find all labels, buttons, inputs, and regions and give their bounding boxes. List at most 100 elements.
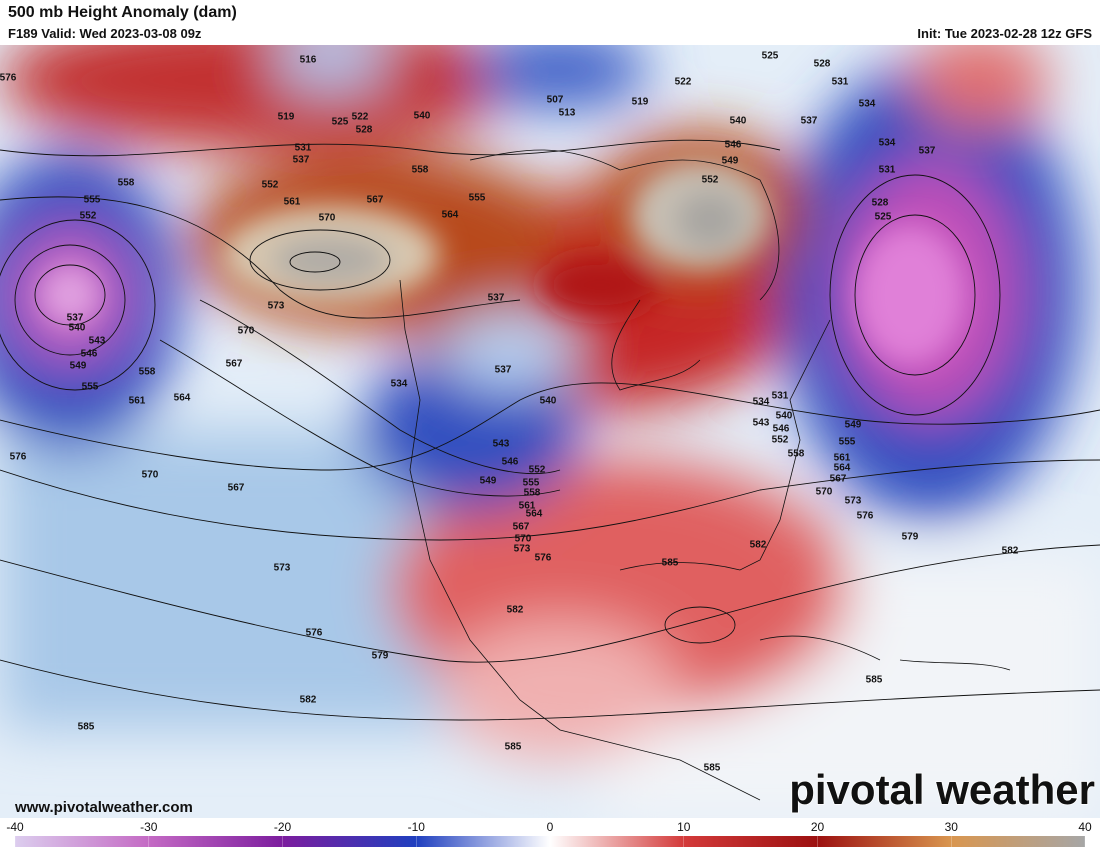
contour-label: 513 <box>559 108 576 119</box>
contour-label: 576 <box>535 553 552 564</box>
contour-label: 579 <box>902 532 919 543</box>
colorbar-tick-label: -10 <box>408 820 426 834</box>
contour-label: 567 <box>513 522 530 533</box>
contour-label: 567 <box>228 483 245 494</box>
contour-label: 549 <box>480 476 497 487</box>
contour-label: 555 <box>84 195 101 206</box>
contour-label: 585 <box>866 675 883 686</box>
contour-label: 540 <box>776 411 793 422</box>
valid-time: F189 Valid: Wed 2023-03-08 09z <box>8 26 202 41</box>
contour-label: 534 <box>391 379 408 390</box>
contour-label: 567 <box>367 195 384 206</box>
contour-label: 534 <box>859 99 876 110</box>
contour-label: 561 <box>284 197 301 208</box>
site-url: www.pivotalweather.com <box>14 799 193 816</box>
height-contours <box>0 139 1100 721</box>
contour-label: 555 <box>839 437 856 448</box>
contour-label: 540 <box>730 116 747 127</box>
contour-label: 561 <box>129 396 146 407</box>
contour-label: 522 <box>675 77 692 88</box>
colorbar-tick-label: -30 <box>140 820 158 834</box>
contour-label: 516 <box>300 55 317 66</box>
contour-label: 522 <box>352 112 369 123</box>
contour-label: 558 <box>524 488 541 499</box>
contour-label: 582 <box>300 695 317 706</box>
contour-label: 549 <box>845 420 862 431</box>
contour-label: 576 <box>0 73 17 84</box>
anomaly-cores <box>40 160 965 365</box>
contour-label: 567 <box>226 359 243 370</box>
contour-label: 531 <box>295 143 312 154</box>
contour-label: 561 <box>519 501 536 512</box>
contour-label: 555 <box>523 478 540 489</box>
contour-label: 576 <box>306 628 323 639</box>
coastlines <box>399 149 1011 801</box>
contour-label: 558 <box>412 165 429 176</box>
contour-label: 561 <box>834 453 851 464</box>
contour-label: 528 <box>872 198 889 209</box>
contour-label: 519 <box>632 97 649 108</box>
contour-label: 552 <box>262 180 279 191</box>
contour-label: 570 <box>515 534 532 545</box>
contour-label: 546 <box>81 349 98 360</box>
contour-label: 555 <box>469 193 486 204</box>
contour-label: 570 <box>238 326 255 337</box>
contour-label: 537 <box>919 146 936 157</box>
contour-label: 552 <box>702 175 719 186</box>
contour-label: 543 <box>753 418 770 429</box>
contour-label: 585 <box>704 763 721 774</box>
contour-label: 537 <box>488 293 505 304</box>
contour-label: 531 <box>879 165 896 176</box>
contour-label: 552 <box>529 465 546 476</box>
colorbar: -40 -30 -20 -10 0 10 20 30 40 <box>6 820 1092 847</box>
contour-label: 546 <box>502 457 519 468</box>
contour-label: 585 <box>505 742 522 753</box>
contour-label: 507 <box>547 95 564 106</box>
contour-label: 564 <box>834 463 851 474</box>
colorbar-tick-label: 20 <box>811 820 825 834</box>
contour-label: 540 <box>414 111 431 122</box>
contour-label: 546 <box>773 424 790 435</box>
contour-label: 582 <box>750 540 767 551</box>
contour-label: 558 <box>788 449 805 460</box>
contour-label: 573 <box>268 301 285 312</box>
contour-label: 558 <box>139 367 156 378</box>
contour-label: 549 <box>722 156 739 167</box>
contour-label: 534 <box>753 397 770 408</box>
contour-label: 537 <box>293 155 310 166</box>
contour-label: 552 <box>80 211 97 222</box>
contour-label: 537 <box>801 116 818 127</box>
contour-label: 573 <box>845 496 862 507</box>
contour-label: 585 <box>78 722 95 733</box>
colorbar-tick-label: 30 <box>945 820 959 834</box>
contour-label: 543 <box>493 439 510 450</box>
contour-label: 531 <box>772 391 789 402</box>
contour-label: 570 <box>319 213 336 224</box>
contour-label: 582 <box>1002 546 1019 557</box>
contour-label: 534 <box>879 138 896 149</box>
contour-label: 546 <box>725 140 742 151</box>
contour-label: 564 <box>526 509 543 520</box>
contour-label: 519 <box>278 112 295 123</box>
contour-label: 585 <box>662 558 679 569</box>
contour-label: 531 <box>832 77 849 88</box>
contour-label: 543 <box>89 336 106 347</box>
contour-label: 528 <box>814 59 831 70</box>
contour-label: 528 <box>356 125 373 136</box>
contour-label: 576 <box>857 511 874 522</box>
contour-label: 579 <box>372 651 389 662</box>
contour-label: 537 <box>495 365 512 376</box>
colorbar-tick-label: -20 <box>274 820 292 834</box>
contour-label: 540 <box>540 396 557 407</box>
colorbar-tick-label: -40 <box>6 820 24 834</box>
contour-label: 555 <box>82 382 99 393</box>
init-time: Init: Tue 2023-02-28 12z GFS <box>917 26 1092 41</box>
contour-label: 573 <box>274 563 291 574</box>
contour-label: 552 <box>772 435 789 446</box>
colorbar-tick-label: 0 <box>547 820 554 834</box>
contour-label: 525 <box>332 117 349 128</box>
contour-label: 537 <box>67 313 84 324</box>
contour-label: 558 <box>118 178 135 189</box>
